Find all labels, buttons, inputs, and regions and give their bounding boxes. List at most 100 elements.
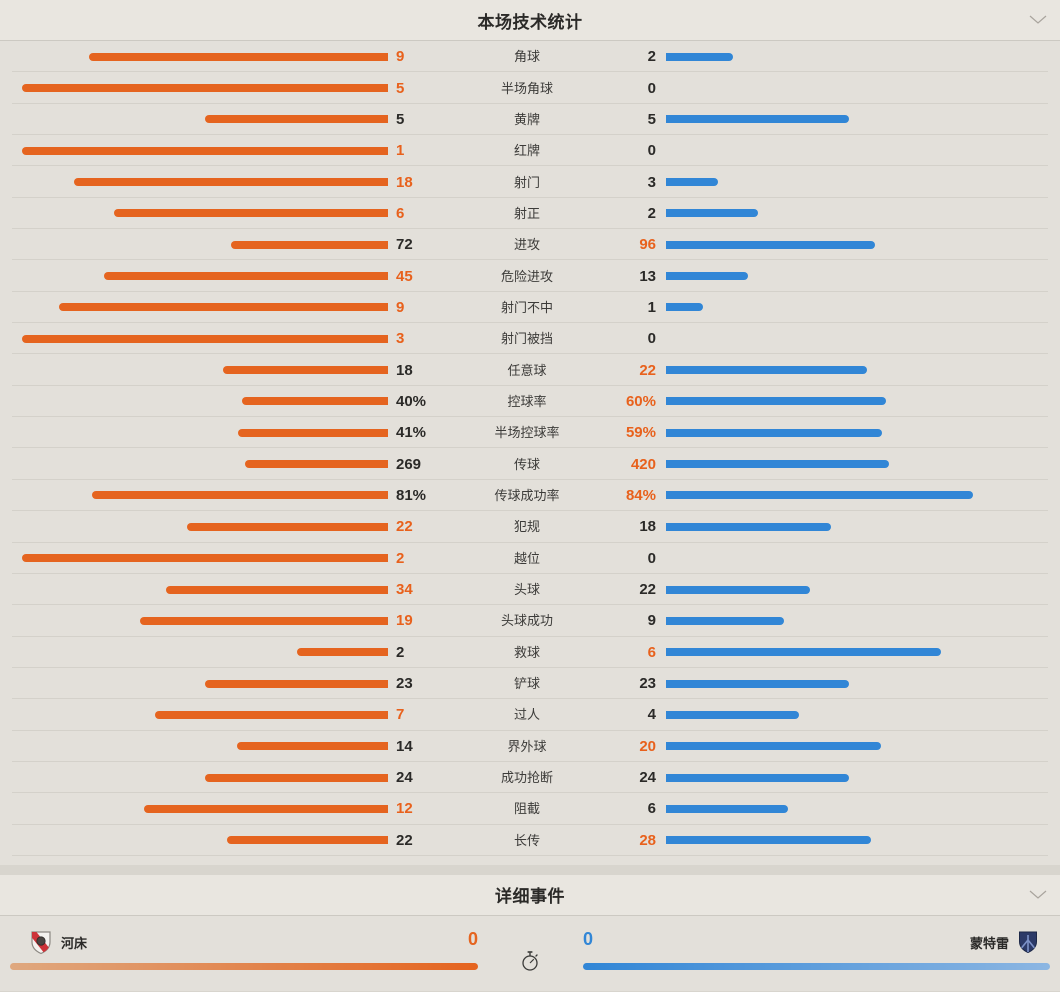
away-stat-bar bbox=[666, 585, 810, 594]
away-stat-bar-track bbox=[666, 240, 1032, 249]
stat-label: 铲球 bbox=[513, 676, 540, 692]
stat-label: 危险进攻 bbox=[500, 268, 553, 284]
home-stat-bar bbox=[88, 52, 388, 61]
stat-row: 40% 控球率 60% bbox=[0, 386, 1060, 418]
home-stat-bar-track bbox=[22, 272, 388, 281]
away-stat-bar bbox=[666, 773, 849, 782]
home-stat-bar-track bbox=[22, 742, 388, 751]
stat-row: 7 过人 4 bbox=[0, 699, 1060, 731]
away-stat-bar-track bbox=[666, 460, 1032, 469]
stat-row: 81% 传球成功率 84% bbox=[0, 480, 1060, 512]
away-stat-bar bbox=[666, 616, 784, 625]
home-stat-value: 22 bbox=[396, 518, 413, 536]
home-stat-bar-track bbox=[22, 428, 388, 437]
home-stat-bar bbox=[205, 773, 388, 782]
home-score: 0 bbox=[467, 928, 478, 949]
chevron-down-icon[interactable] bbox=[1029, 890, 1047, 900]
away-stat-value: 23 bbox=[639, 675, 656, 693]
stat-row: 2 救球 6 bbox=[0, 637, 1060, 669]
away-stat-bar-track bbox=[666, 115, 1032, 124]
home-stat-bar bbox=[165, 585, 388, 594]
home-stat-value: 18 bbox=[396, 173, 413, 191]
events-header[interactable]: 详细事件 bbox=[0, 874, 1060, 916]
away-stat-bar bbox=[666, 115, 849, 124]
home-stat-value: 12 bbox=[396, 800, 413, 818]
home-stat-bar-track bbox=[22, 804, 388, 813]
away-stat-value: 420 bbox=[630, 455, 656, 473]
away-stat-bar-track bbox=[666, 773, 1032, 782]
home-stat-value: 6 bbox=[396, 204, 405, 222]
home-stat-bar bbox=[223, 366, 388, 375]
home-team-name: 河床 bbox=[61, 936, 88, 952]
away-stat-bar bbox=[666, 679, 849, 688]
home-stat-bar bbox=[74, 178, 388, 187]
stat-label: 进攻 bbox=[513, 237, 540, 253]
home-stat-bar bbox=[245, 460, 388, 469]
away-stat-value: 3 bbox=[647, 173, 656, 191]
stat-label: 半场角球 bbox=[500, 80, 553, 96]
away-stat-bar-track bbox=[666, 52, 1032, 61]
home-stat-bar bbox=[22, 146, 388, 155]
home-stat-value: 45 bbox=[396, 267, 413, 285]
events-title: 详细事件 bbox=[495, 887, 565, 907]
tech-stats-title: 本场技术统计 bbox=[477, 12, 583, 32]
stat-label: 阻截 bbox=[513, 801, 540, 817]
away-stat-bar bbox=[666, 240, 876, 249]
home-stat-bar bbox=[91, 491, 388, 500]
away-stat-bar-track bbox=[666, 178, 1032, 187]
home-stat-bar-track bbox=[22, 491, 388, 500]
home-stat-value: 22 bbox=[396, 831, 413, 849]
home-stat-bar-track bbox=[22, 209, 388, 218]
away-stat-bar bbox=[666, 428, 882, 437]
stat-row: 269 传球 420 bbox=[0, 448, 1060, 481]
home-stat-bar bbox=[104, 272, 388, 281]
away-stat-bar-track bbox=[666, 272, 1032, 281]
away-stat-bar-track bbox=[666, 303, 1032, 312]
away-stat-value: 24 bbox=[639, 769, 656, 787]
home-stat-bar-track bbox=[22, 334, 388, 343]
home-stat-bar bbox=[231, 240, 388, 249]
home-stat-bar-track bbox=[22, 303, 388, 312]
home-stat-value: 1 bbox=[396, 142, 405, 160]
stat-row: 5 半场角球 0 bbox=[0, 72, 1060, 105]
home-stat-bar bbox=[58, 303, 388, 312]
away-stat-value: 0 bbox=[647, 79, 656, 97]
away-stat-bar-track bbox=[666, 84, 1032, 92]
away-stat-value: 28 bbox=[639, 831, 656, 849]
away-stat-bar bbox=[666, 836, 871, 845]
tech-stats-header[interactable]: 本场技术统计 bbox=[0, 0, 1060, 41]
away-stat-bar-track bbox=[666, 335, 1032, 343]
away-stat-bar bbox=[666, 272, 749, 281]
home-stat-bar bbox=[22, 554, 388, 563]
stat-row: 23 铲球 23 bbox=[0, 668, 1060, 700]
stat-label: 头球成功 bbox=[500, 613, 553, 629]
home-stat-value: 3 bbox=[396, 330, 405, 348]
chevron-down-icon[interactable] bbox=[1029, 15, 1047, 25]
home-stat-bar bbox=[237, 742, 388, 751]
away-stat-bar bbox=[666, 710, 800, 719]
stat-row: 9 射门不中 1 bbox=[0, 292, 1060, 324]
home-stat-bar-track bbox=[22, 679, 388, 688]
stat-label: 救球 bbox=[513, 644, 540, 660]
away-stat-bar bbox=[666, 178, 719, 187]
away-stat-bar bbox=[666, 460, 890, 469]
events-section: 详细事件 河床 0 bbox=[0, 874, 1060, 991]
away-stat-value: 13 bbox=[639, 267, 656, 285]
home-stat-bar bbox=[155, 710, 388, 719]
stat-label: 任意球 bbox=[507, 362, 547, 378]
stat-label: 传球成功率 bbox=[494, 487, 560, 503]
away-stat-bar-track bbox=[666, 554, 1032, 562]
stat-row: 14 界外球 20 bbox=[0, 731, 1060, 763]
home-stat-bar bbox=[205, 115, 388, 124]
home-stat-value: 34 bbox=[396, 581, 413, 599]
home-stat-bar-track bbox=[22, 397, 388, 406]
away-stat-bar-track bbox=[666, 522, 1032, 531]
home-score-bar bbox=[10, 962, 478, 970]
stat-label: 成功抢断 bbox=[500, 770, 553, 786]
home-stat-value: 24 bbox=[396, 769, 413, 787]
away-stat-value: 96 bbox=[639, 236, 656, 254]
stat-row: 1 红牌 0 bbox=[0, 135, 1060, 167]
away-stat-value: 2 bbox=[647, 204, 656, 222]
away-stat-value: 1 bbox=[647, 298, 656, 316]
